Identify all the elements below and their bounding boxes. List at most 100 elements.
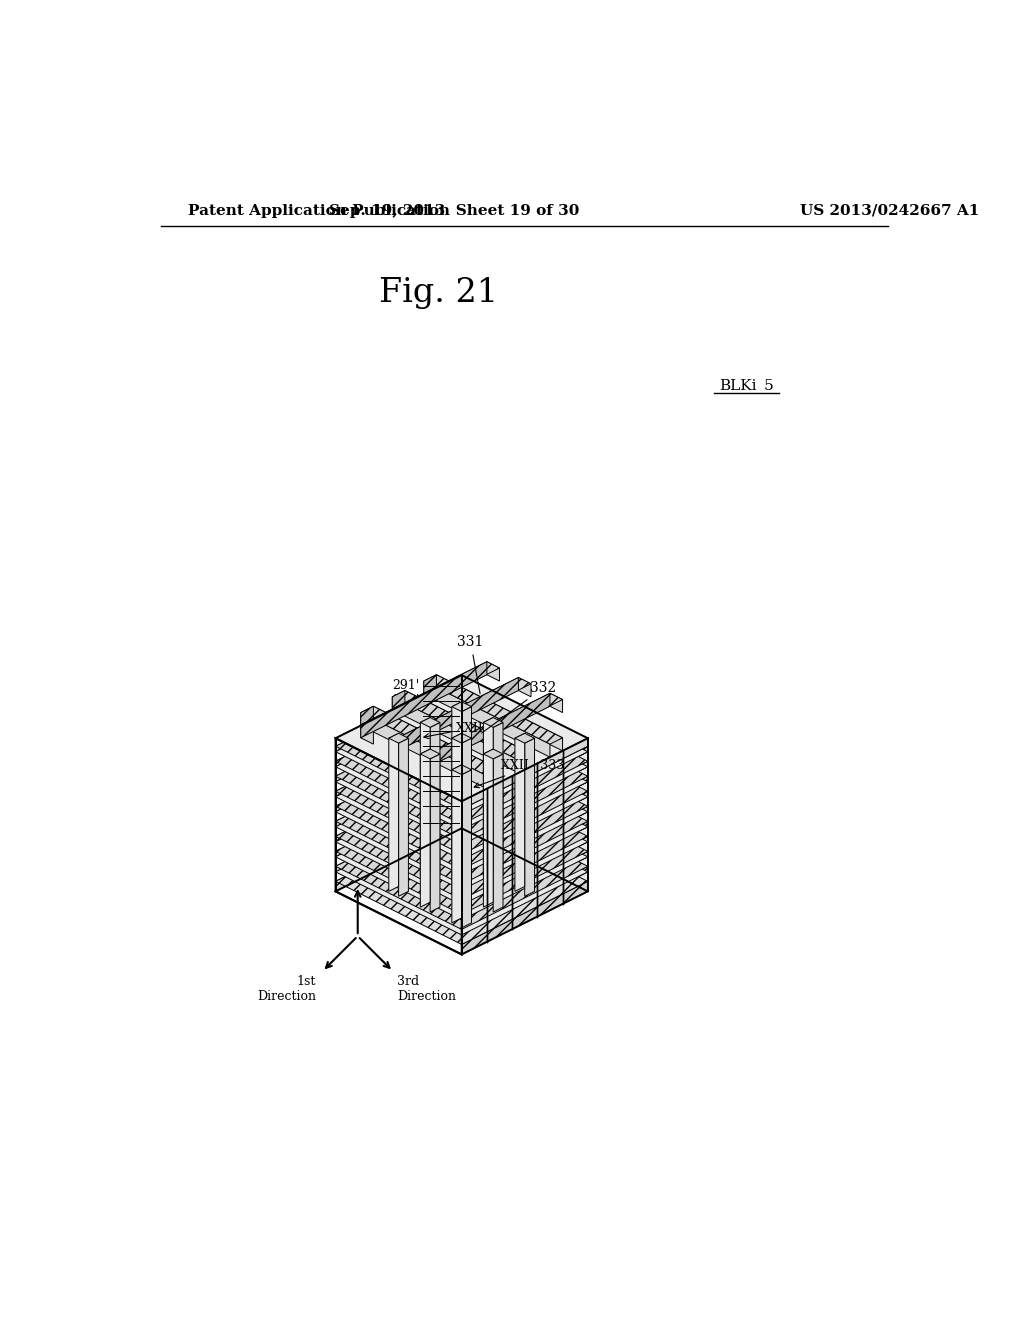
- Polygon shape: [336, 729, 588, 854]
- Text: 241': 241': [392, 755, 419, 767]
- Polygon shape: [360, 706, 500, 776]
- Polygon shape: [462, 746, 588, 814]
- Polygon shape: [336, 809, 588, 935]
- Polygon shape: [336, 675, 462, 746]
- Text: 111: 111: [395, 817, 419, 830]
- Polygon shape: [336, 743, 462, 812]
- Polygon shape: [392, 690, 531, 760]
- Polygon shape: [430, 754, 440, 912]
- Text: 291': 291': [392, 680, 419, 693]
- Text: BLKi_5: BLKi_5: [719, 378, 774, 393]
- Polygon shape: [462, 797, 588, 870]
- Polygon shape: [336, 748, 462, 821]
- Polygon shape: [336, 718, 588, 845]
- Polygon shape: [360, 713, 486, 788]
- Polygon shape: [452, 702, 471, 711]
- Text: 2nd
Direction: 2nd Direction: [364, 854, 423, 882]
- Text: 271': 271': [392, 709, 419, 722]
- Text: Sep. 19, 2013  Sheet 19 of 30: Sep. 19, 2013 Sheet 19 of 30: [329, 203, 580, 218]
- Text: 1st
Direction: 1st Direction: [257, 975, 316, 1003]
- Polygon shape: [462, 866, 588, 935]
- Text: 331: 331: [458, 635, 484, 694]
- Polygon shape: [374, 706, 500, 783]
- Polygon shape: [420, 718, 430, 875]
- Polygon shape: [452, 734, 462, 891]
- Polygon shape: [462, 842, 588, 915]
- Polygon shape: [392, 690, 404, 710]
- Polygon shape: [336, 743, 588, 870]
- Polygon shape: [336, 748, 588, 875]
- Polygon shape: [515, 734, 524, 891]
- Polygon shape: [483, 748, 503, 759]
- Polygon shape: [336, 818, 588, 944]
- Polygon shape: [392, 677, 518, 754]
- Text: 251': 251': [392, 739, 419, 752]
- Polygon shape: [336, 729, 462, 797]
- Polygon shape: [494, 754, 503, 912]
- Text: 332: 332: [481, 681, 556, 733]
- Polygon shape: [398, 738, 409, 896]
- Polygon shape: [462, 762, 588, 830]
- Polygon shape: [360, 706, 374, 726]
- Polygon shape: [336, 698, 462, 767]
- Text: XXII: XXII: [424, 722, 483, 739]
- Polygon shape: [462, 821, 588, 890]
- Polygon shape: [336, 758, 462, 826]
- Polygon shape: [336, 704, 588, 830]
- Polygon shape: [389, 734, 398, 891]
- Polygon shape: [483, 718, 494, 875]
- Text: 261': 261': [392, 725, 419, 738]
- Text: 315: 315: [504, 883, 530, 896]
- Polygon shape: [462, 871, 588, 944]
- Polygon shape: [360, 725, 374, 744]
- Polygon shape: [336, 818, 462, 891]
- Polygon shape: [336, 788, 462, 857]
- Text: 211': 211': [392, 800, 419, 813]
- Polygon shape: [336, 793, 588, 920]
- Text: XXII ' 333: XXII ' 333: [474, 759, 564, 788]
- Polygon shape: [452, 734, 471, 743]
- Polygon shape: [462, 776, 588, 845]
- Polygon shape: [462, 851, 588, 920]
- Polygon shape: [452, 764, 471, 775]
- Polygon shape: [392, 741, 404, 760]
- Polygon shape: [424, 693, 550, 770]
- Polygon shape: [424, 675, 562, 744]
- Polygon shape: [462, 751, 588, 824]
- Text: 281': 281': [392, 694, 419, 708]
- Text: 320: 320: [441, 750, 467, 764]
- Polygon shape: [462, 770, 471, 928]
- Polygon shape: [420, 748, 430, 907]
- Polygon shape: [462, 812, 588, 884]
- Polygon shape: [336, 675, 588, 801]
- Text: 221': 221': [392, 784, 419, 797]
- Polygon shape: [336, 713, 588, 840]
- Polygon shape: [336, 689, 462, 762]
- Polygon shape: [389, 734, 409, 743]
- Polygon shape: [420, 748, 440, 759]
- Polygon shape: [336, 809, 462, 882]
- Polygon shape: [436, 675, 562, 751]
- Polygon shape: [424, 756, 436, 776]
- Polygon shape: [336, 779, 462, 851]
- Polygon shape: [462, 706, 471, 865]
- Polygon shape: [336, 764, 462, 837]
- Polygon shape: [336, 684, 462, 751]
- Text: 293': 293': [504, 800, 535, 814]
- Polygon shape: [336, 689, 588, 814]
- Polygon shape: [452, 702, 462, 859]
- Polygon shape: [462, 826, 588, 899]
- Polygon shape: [336, 764, 588, 890]
- Polygon shape: [336, 788, 588, 915]
- Polygon shape: [483, 718, 503, 727]
- Polygon shape: [424, 675, 436, 694]
- Polygon shape: [483, 748, 494, 907]
- Polygon shape: [462, 807, 588, 875]
- Polygon shape: [462, 857, 588, 929]
- Polygon shape: [424, 693, 562, 763]
- Polygon shape: [550, 693, 562, 713]
- Polygon shape: [515, 734, 535, 743]
- Polygon shape: [524, 738, 535, 896]
- Polygon shape: [336, 779, 588, 906]
- Polygon shape: [360, 661, 486, 738]
